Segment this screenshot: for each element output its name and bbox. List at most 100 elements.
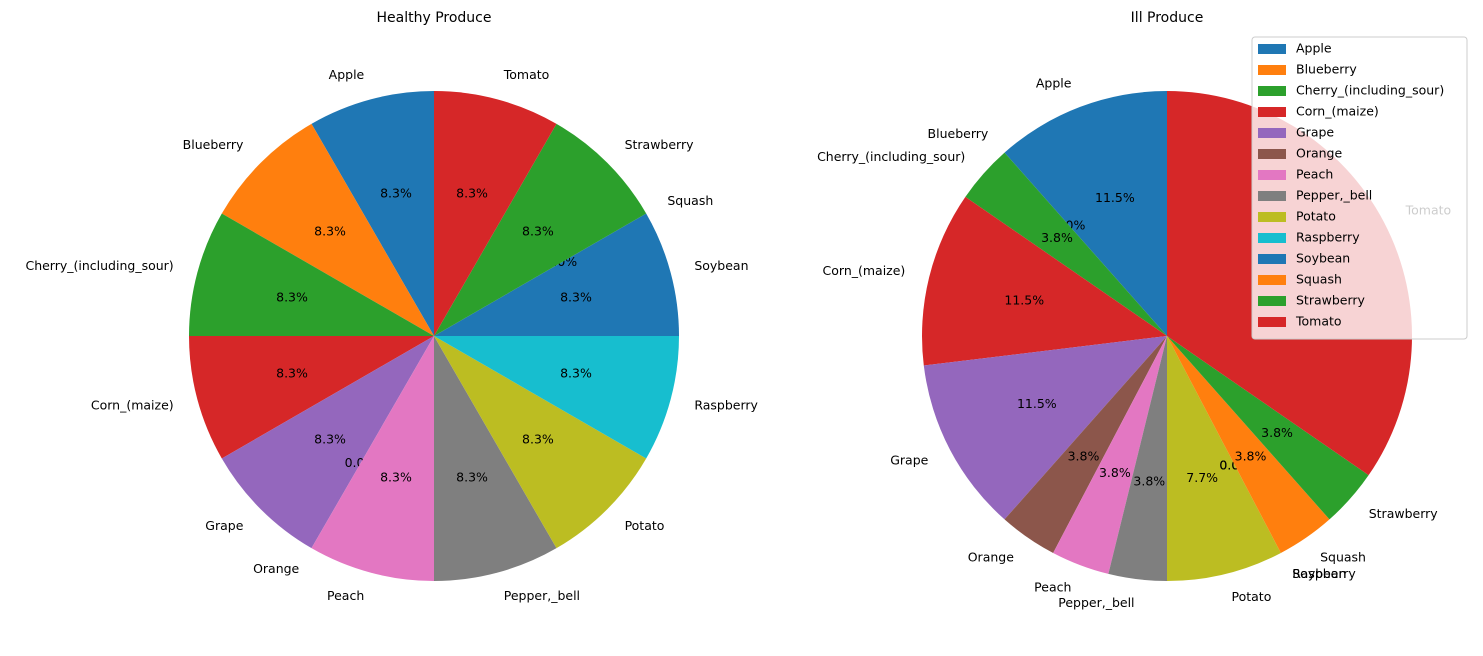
chart-title-ill: Ill Produce [1131,10,1204,26]
ill-pct-cherry-including-sour: 3.8% [1041,230,1073,245]
healthy-slice-strawberry [434,123,647,336]
legend-swatch-soybean [1258,254,1286,264]
healthy-slice-raspberry [434,336,679,459]
healthy-label-apple: Apple [329,67,365,82]
healthy-pct-apple: 8.3% [380,186,412,201]
ill-slice-corn-maize [922,196,1167,366]
legend-swatch-orange [1258,149,1286,159]
legend-swatch-raspberry [1258,233,1286,243]
healthy-label-peach: Peach [327,588,364,603]
legend: Apple Blueberry Cherry_(including_sour) Cor… [1251,36,1468,340]
ill-label-soybean: Soybean [1292,566,1346,581]
healthy-pct-soybean: 8.3% [560,289,592,304]
healthy-slice-pepper-bell [434,336,557,581]
healthy-label-blueberry: Blueberry [183,137,244,152]
legend-entry-grape: Grape [1296,125,1334,140]
ill-label-grape: Grape [890,453,928,468]
legend-swatch-squash [1258,275,1286,285]
ill-label-blueberry: Blueberry [928,126,989,141]
ill-slice-grape [923,336,1167,520]
healthy-slice-corn-maize [189,336,434,459]
ill-slice-cherry-including-sour [965,152,1167,336]
healthy-pct-pepper-bell: 8.3% [456,469,488,484]
chart-title-healthy: Healthy Produce [377,10,492,26]
healthy-label-strawberry: Strawberry [625,137,695,152]
healthy-slice-peach [311,336,434,581]
healthy-label-potato: Potato [625,518,665,533]
ill-slice-strawberry [1167,336,1369,520]
ill-pct-potato: 7.7% [1186,470,1218,485]
legend-entry-squash: Squash [1296,272,1342,287]
legend-entry-soybean: Soybean [1296,251,1350,266]
ill-pct-orange: 3.8% [1068,448,1100,463]
legend-swatch-tomato [1258,317,1286,327]
ill-label-peach: Peach [1034,579,1071,594]
legend-swatch-apple [1258,44,1286,54]
healthy-slice-tomato [434,90,557,336]
ill-label-orange: Orange [968,549,1014,564]
ill-label-cherry-including-sour: Cherry_(including_sour) [817,149,965,164]
legend-entry-tomato: Tomato [1295,314,1342,329]
legend-swatch-peach [1258,170,1286,180]
healthy-pct-strawberry: 8.3% [522,224,554,239]
ill-slice-peach [1053,336,1167,574]
ill-pct-strawberry: 3.8% [1261,425,1293,440]
healthy-pct-peach: 8.3% [380,469,412,484]
ill-slice-potato [1167,336,1281,581]
legend-swatch-pepper-bell [1258,191,1286,201]
healthy-label-raspberry: Raspberry [694,397,758,412]
healthy-label-cherry-including-sour: Cherry_(including_sour) [25,258,173,273]
ill-slice-orange [1004,336,1167,553]
healthy-pct-raspberry: 8.3% [560,366,592,381]
healthy-slice-blueberry [221,123,434,336]
healthy-pct-blueberry: 8.3% [314,224,346,239]
pie-healthy: Apple 8.3% Blueberry 8.3% Cherry_(including_… [25,67,758,603]
ill-label-squash: Squash [1320,549,1366,564]
legend-entry-potato: Potato [1296,209,1336,224]
healthy-label-corn-maize: Corn_(maize) [91,397,174,412]
legend-swatch-grape [1258,128,1286,138]
ill-label-strawberry: Strawberry [1369,506,1439,521]
ill-label-pepper-bell: Pepper,_bell [1058,595,1134,610]
healthy-pct-cherry-including-sour: 8.3% [276,289,308,304]
legend-entry-peach: Peach [1296,167,1333,182]
ill-label-potato: Potato [1232,589,1272,604]
legend-swatch-blueberry [1258,65,1286,75]
healthy-label-grape: Grape [205,518,243,533]
healthy-label-orange: Orange [253,561,299,576]
healthy-slice-grape [221,336,434,549]
ill-pct-pepper-bell: 3.8% [1133,473,1165,488]
healthy-slice-cherry-including-sour [189,213,434,336]
healthy-pct-grape: 8.3% [314,431,346,446]
healthy-label-tomato: Tomato [503,67,550,82]
healthy-pct-potato: 8.3% [522,431,554,446]
legend-entry-pepper-bell: Pepper,_bell [1296,188,1372,203]
healthy-slice-apple [311,91,434,336]
healthy-pct-tomato: 8.3% [456,186,488,201]
healthy-label-soybean: Soybean [694,258,748,273]
legend-entry-orange: Orange [1296,146,1342,161]
healthy-label-squash: Squash [667,193,713,208]
healthy-slice-soybean [434,213,679,336]
legend-swatch-corn-maize [1258,107,1286,117]
ill-label-corn-maize: Corn_(maize) [823,263,906,278]
legend-swatch-potato [1258,212,1286,222]
ill-slice-pepper-bell [1108,336,1167,581]
ill-pct-apple: 11.5% [1095,190,1135,205]
healthy-label-pepper-bell: Pepper,_bell [504,588,580,603]
ill-pct-peach: 3.8% [1099,465,1131,480]
ill-pct-squash: 3.8% [1235,448,1267,463]
legend-entry-raspberry: Raspberry [1296,230,1360,245]
healthy-pct-corn-maize: 8.3% [276,366,308,381]
legend-entry-blueberry: Blueberry [1296,62,1357,77]
legend-entry-cherry-including-sour: Cherry_(including_sour) [1296,83,1444,98]
ill-slice-squash [1167,336,1330,553]
ill-pct-corn-maize: 11.5% [1004,292,1044,307]
ill-label-raspberry: Raspberry [1292,566,1356,581]
ill-pct-grape: 11.5% [1017,396,1057,411]
legend-swatch-strawberry [1258,296,1286,306]
legend-entry-apple: Apple [1296,41,1332,56]
legend-box [1251,36,1468,340]
